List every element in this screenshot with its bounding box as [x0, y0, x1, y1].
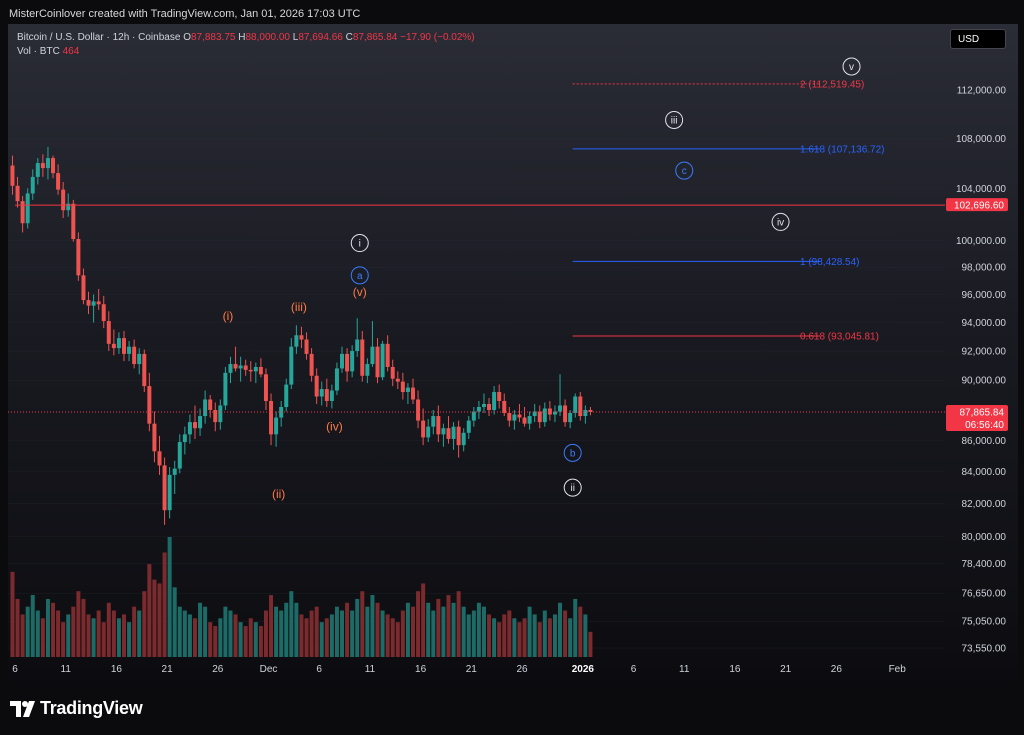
- close-value: 87,865.84: [352, 32, 398, 43]
- tradingview-wordmark[interactable]: TradingView: [40, 698, 143, 718]
- creator-credit: MisterCoinlover created with TradingView…: [9, 8, 361, 20]
- open-value: 87,883.75: [190, 32, 236, 43]
- volume-row: Vol · BTC 464: [17, 45, 475, 59]
- ohlc-row: Bitcoin / U.S. Dollar · 12h · Coinbase O…: [17, 31, 475, 45]
- chart-pane[interactable]: [8, 24, 1018, 681]
- high-value: 88,000.00: [245, 32, 290, 43]
- volume-label[interactable]: Vol · BTC: [17, 46, 60, 57]
- symbol-title[interactable]: Bitcoin / U.S. Dollar · 12h · Coinbase: [17, 32, 181, 43]
- open-label: O: [183, 32, 191, 43]
- symbol-legend: Bitcoin / U.S. Dollar · 12h · Coinbase O…: [17, 31, 475, 59]
- currency-button[interactable]: USD: [950, 29, 1006, 49]
- close-label: C: [345, 32, 353, 43]
- low-label: L: [292, 32, 299, 43]
- high-label: H: [238, 32, 246, 43]
- change-value: −17.90 (−0.02%): [400, 32, 475, 43]
- volume-value: 464: [62, 46, 80, 57]
- tradingview-logo-icon[interactable]: [10, 698, 38, 720]
- low-value: 87,694.66: [298, 32, 343, 43]
